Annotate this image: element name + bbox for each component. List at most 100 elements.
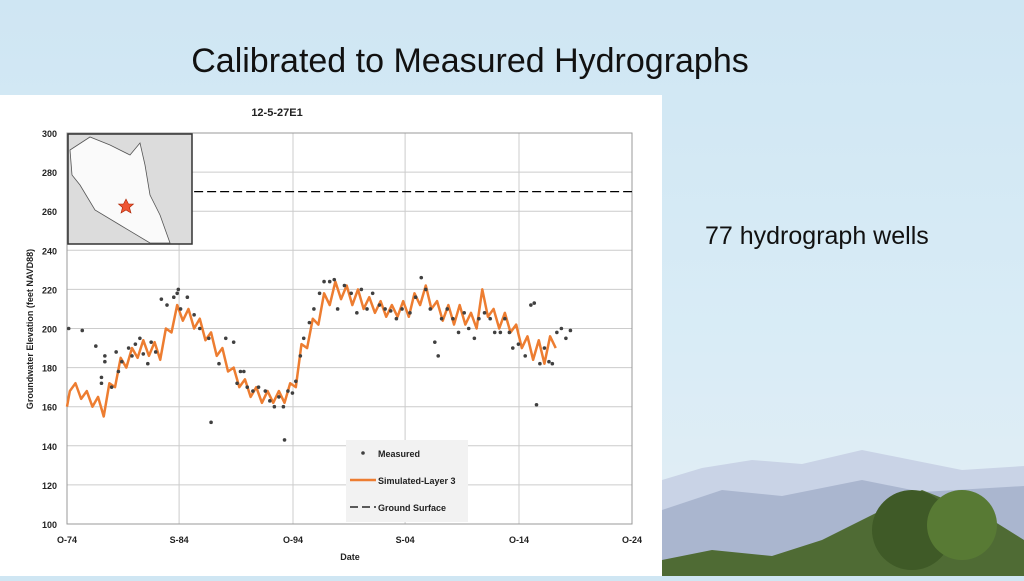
measured-point [120,359,124,364]
measured-point [559,326,564,331]
measured-point [332,277,337,282]
measured-point [377,303,382,307]
measured-point [231,340,236,344]
measured-point [322,279,326,284]
measured-point [568,328,573,333]
y-tick-label: 240 [42,246,57,256]
measured-point [197,326,202,331]
measured-point [251,389,255,393]
measured-point [498,330,503,335]
location-map-inset [67,133,193,245]
measured-point [103,359,107,364]
measured-point [428,307,433,311]
chart-title: 12-5-27E1 [251,107,302,119]
well-location-star-icon [117,198,135,214]
measured-point [268,399,272,403]
measured-point [413,295,418,300]
measured-point [482,311,487,315]
measured-point [477,316,481,321]
measured-point [159,297,164,301]
measured-point [277,395,281,399]
measured-point [400,307,404,311]
measured-point [542,346,547,350]
hydrograph-chart: 12-5-27E1 100 120 140 160 180 200 220 240 260 280… [0,95,662,576]
measured-point [217,361,221,366]
measured-point [175,291,179,296]
measured-point [436,354,441,358]
measured-point [359,287,364,292]
legend-measured-marker [361,451,365,455]
legend-simulated: Simulated-Layer 3 [378,476,456,486]
measured-point [103,354,107,358]
measured-point [245,385,250,389]
measured-point [547,359,551,364]
measured-point [532,301,537,305]
x-tick-label: O-14 [509,535,529,545]
measured-point [178,307,183,311]
measured-point [133,342,138,346]
measured-point [207,336,211,341]
measured-point [383,307,387,311]
measured-point [349,291,353,296]
measured-point [534,402,539,407]
measured-point [433,340,437,344]
measured-point [342,283,347,288]
measured-point [99,375,104,380]
measured-point [365,307,369,311]
measured-point [408,311,412,315]
measured-point [149,340,153,344]
y-tick-label: 280 [42,168,57,178]
y-tick-label: 180 [42,364,57,374]
measured-point [66,326,71,331]
measured-point [388,309,393,313]
measured-point [242,369,246,374]
measured-point [176,287,181,292]
x-tick-label: O-74 [57,535,77,545]
measured-point [272,404,277,409]
measured-point [419,275,424,280]
measured-point [307,320,312,325]
measured-point [538,361,542,366]
y-tick-label: 300 [42,129,57,139]
measured-point [114,350,118,354]
measured-point [550,361,555,366]
measured-point [256,385,261,389]
measured-point [510,346,515,350]
legend-ground: Ground Surface [378,503,446,513]
y-tick-label: 260 [42,207,57,217]
y-tick-label: 160 [42,403,57,413]
mountain-photo [662,420,1024,581]
measured-point [503,316,507,321]
x-tick-label: O-24 [622,535,642,545]
measured-point [141,352,146,356]
measured-point [445,307,450,311]
measured-point [423,287,428,292]
x-tick-label: O-94 [283,535,303,545]
measured-point [439,316,444,321]
measured-point [370,291,375,296]
measured-point [126,346,131,350]
measured-point [130,354,134,358]
measured-point [312,307,316,311]
measured-point [327,279,332,284]
measured-point [109,385,114,389]
measured-point [451,316,455,321]
measured-point [94,344,98,348]
measured-point [99,381,104,386]
measured-point [462,311,466,315]
measured-point [355,311,359,315]
measured-point [529,303,533,307]
measured-point [335,307,340,311]
measured-point [171,295,176,300]
measured-point [138,336,142,341]
x-tick-label: S-84 [170,535,189,545]
measured-point [281,404,286,409]
measured-point [301,336,306,341]
y-axis-label: Groundwater Elevation (feet NAVD88) [25,249,35,409]
measured-point [165,303,169,307]
slide-title: Calibrated to Measured Hydrographs [191,42,749,80]
measured-point [290,391,295,395]
measured-point [235,381,239,386]
measured-point [209,420,213,425]
measured-point [523,354,528,358]
